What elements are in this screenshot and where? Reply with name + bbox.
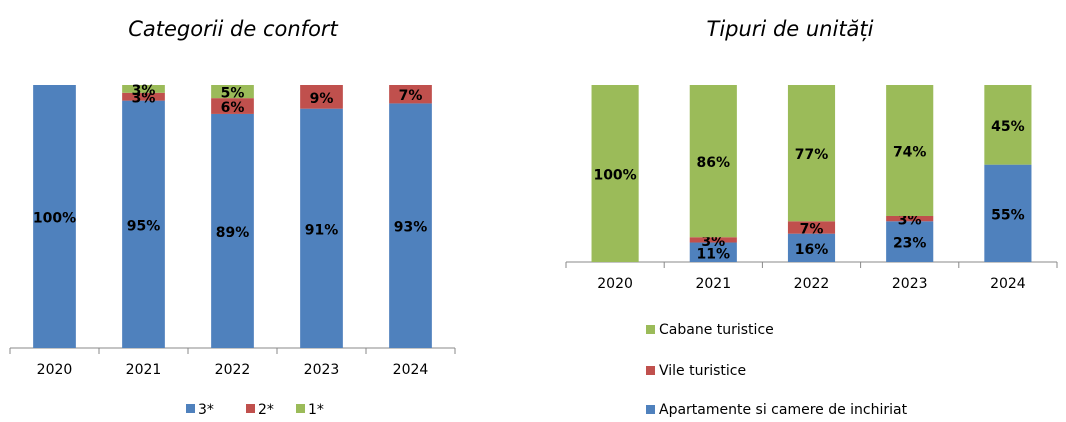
value-label: 77% xyxy=(795,147,829,163)
x-tick-label: 2020 xyxy=(37,362,73,378)
bar-segment xyxy=(787,85,836,222)
value-label: 3% xyxy=(898,213,922,229)
legend-swatch xyxy=(646,325,655,334)
bar-segment xyxy=(211,98,254,114)
legend-label: 2* xyxy=(258,402,274,418)
bar-segment xyxy=(300,85,343,109)
bar-segment xyxy=(122,100,165,348)
value-label: 95% xyxy=(127,218,161,234)
x-tick-label: 2023 xyxy=(304,362,340,378)
x-tick-label: 2022 xyxy=(215,362,251,378)
value-label: 86% xyxy=(697,155,731,171)
x-tick-label: 2024 xyxy=(393,362,429,378)
bar-segment xyxy=(689,85,737,238)
legend-swatch xyxy=(646,405,655,414)
value-label: 6% xyxy=(221,100,245,116)
bar-segment xyxy=(300,108,343,348)
bar-segment xyxy=(984,85,1032,165)
bar-segment xyxy=(33,85,76,348)
value-label: 9% xyxy=(310,91,334,107)
chart-title: Categorii de confort xyxy=(128,17,338,41)
value-label: 89% xyxy=(216,225,250,241)
legend-swatch xyxy=(186,404,195,413)
value-label: 74% xyxy=(893,144,927,160)
bar-segment xyxy=(389,103,432,348)
value-label: 7% xyxy=(800,221,824,237)
value-label: 55% xyxy=(991,207,1025,223)
bar-segment xyxy=(886,85,934,216)
value-label: 3% xyxy=(701,234,725,250)
legend-swatch xyxy=(296,404,305,413)
x-tick-label: 2023 xyxy=(892,276,928,292)
bar-segment xyxy=(389,85,432,104)
x-tick-label: 2021 xyxy=(126,362,162,378)
bar-segment xyxy=(984,164,1032,262)
value-label: 11% xyxy=(697,246,731,262)
value-label: 3% xyxy=(132,83,156,99)
bar-segment xyxy=(787,233,836,262)
x-tick-label: 2024 xyxy=(990,276,1026,292)
bar-segment xyxy=(591,85,639,262)
x-tick-label: 2021 xyxy=(695,276,731,292)
bar-segment xyxy=(211,85,254,99)
value-label: 93% xyxy=(394,220,428,236)
bar-segment xyxy=(211,113,254,349)
legend-label: Vile turistice xyxy=(659,363,746,379)
value-label: 16% xyxy=(795,242,829,258)
value-label: 91% xyxy=(305,222,339,238)
value-label: 3% xyxy=(132,91,156,107)
x-tick-label: 2022 xyxy=(794,276,830,292)
legend-label: Cabane turistice xyxy=(659,322,774,338)
x-tick-label: 2020 xyxy=(597,276,633,292)
bar-segment xyxy=(886,215,934,222)
bar-segment xyxy=(886,221,934,262)
legend-label: 1* xyxy=(308,402,324,418)
bar-segment xyxy=(787,221,836,234)
legend-swatch xyxy=(246,404,255,413)
value-label: 45% xyxy=(991,119,1025,135)
bar-segment xyxy=(122,92,165,101)
value-label: 100% xyxy=(33,211,76,227)
bar-segment xyxy=(122,85,165,93)
bar-segment xyxy=(689,237,737,243)
chart-title: Tipuri de unități xyxy=(707,17,874,41)
bar-segment xyxy=(689,242,737,262)
legend-label: Apartamente si camere de inchiriat xyxy=(659,402,908,418)
legend-swatch xyxy=(646,366,655,375)
legend-label: 3* xyxy=(198,402,214,418)
value-label: 7% xyxy=(399,88,423,104)
value-label: 100% xyxy=(593,168,636,184)
value-label: 5% xyxy=(221,86,245,102)
value-label: 23% xyxy=(893,236,927,252)
